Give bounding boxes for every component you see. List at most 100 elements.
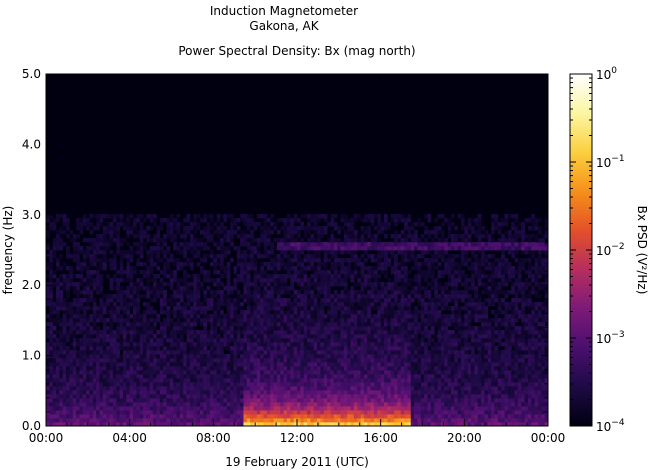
spectrogram-cell	[384, 226, 388, 231]
spectrogram-cell	[303, 314, 308, 319]
spectrogram-cell	[169, 326, 174, 331]
spectrogram-cell	[129, 302, 134, 307]
spectrogram-cell	[400, 338, 405, 343]
spectrogram-cell	[250, 262, 254, 267]
spectrogram-cell	[253, 366, 258, 371]
spectrogram-cell	[327, 350, 331, 355]
spectrogram-cell	[283, 366, 288, 371]
spectrogram-cell	[320, 358, 325, 363]
spectrogram-cell	[253, 250, 258, 255]
spectrogram-cell	[323, 242, 328, 247]
spectrogram-cell	[286, 234, 291, 239]
spectrogram-cell	[253, 402, 258, 407]
spectrogram-cell	[69, 274, 74, 279]
spectrogram-cell	[307, 322, 311, 327]
spectrogram-cell	[46, 286, 50, 291]
spectrogram-cell	[122, 414, 127, 419]
spectrogram-cell	[112, 302, 117, 307]
spectrogram-cell	[280, 362, 285, 367]
spectrogram-cell	[307, 418, 311, 423]
spectrogram-cell	[76, 326, 80, 331]
spectrogram-cell	[116, 310, 121, 315]
spectrogram-cell	[183, 342, 187, 347]
spectrogram-cell	[216, 370, 221, 375]
spectrogram-cell	[116, 246, 121, 251]
spectrogram-cell	[300, 410, 305, 415]
spectrogram-cell	[72, 394, 77, 399]
spectrogram-cell	[347, 362, 351, 367]
spectrogram-cell	[136, 406, 141, 411]
spectrogram-cell	[337, 258, 341, 263]
spectrogram-cell	[129, 350, 134, 355]
spectrogram-cell	[246, 278, 251, 283]
spectrogram-cell	[166, 394, 171, 399]
spectrogram-cell	[169, 414, 174, 419]
spectrogram-cell	[276, 238, 281, 243]
spectrogram-cell	[250, 366, 254, 371]
spectrogram-cell	[209, 218, 214, 223]
spectrogram-cell	[156, 402, 161, 407]
spectrogram-cell	[139, 410, 144, 415]
spectrogram-cell	[129, 274, 134, 279]
spectrogram-cell	[72, 286, 77, 291]
spectrogram-cell	[330, 382, 335, 387]
spectrogram-cell	[163, 398, 167, 403]
spectrogram-cell	[297, 398, 301, 403]
spectrogram-cell	[384, 290, 388, 295]
spectrogram-cell	[323, 330, 328, 335]
spectrogram-cell	[186, 258, 191, 263]
spectrogram-cell	[256, 358, 261, 363]
spectrogram-cell	[69, 386, 74, 391]
spectrogram-cell	[380, 290, 385, 295]
spectrogram-cell	[240, 318, 244, 323]
spectrogram-cell	[59, 238, 64, 243]
spectrogram-cell	[216, 262, 221, 267]
spectrogram-cell	[66, 390, 70, 395]
spectrogram-cell	[99, 370, 104, 375]
spectrogram-cell	[223, 298, 228, 303]
spectrogram-cell	[86, 346, 90, 351]
spectrogram-cell	[139, 370, 144, 375]
spectrogram-cell	[280, 378, 285, 383]
spectrogram-cell	[250, 294, 254, 299]
spectrogram-cell	[126, 302, 131, 307]
spectrogram-cell	[213, 334, 218, 339]
spectrogram-cell	[176, 286, 181, 291]
spectrogram-cell	[290, 326, 295, 331]
spectrogram-cell	[166, 418, 171, 423]
spectrogram-cell	[186, 422, 191, 426]
spectrogram-cell	[76, 358, 80, 363]
spectrogram-cell	[223, 218, 228, 223]
spectrogram-cell	[253, 274, 258, 279]
spectrogram-cell	[136, 350, 141, 355]
spectrogram-cell	[327, 334, 331, 339]
spectrogram-cell	[59, 322, 64, 327]
spectrogram-cell	[317, 302, 321, 307]
spectrogram-cell	[66, 250, 70, 255]
spectrogram-cell	[323, 318, 328, 323]
spectrogram-cell	[153, 234, 157, 239]
spectrogram-cell	[119, 214, 124, 219]
spectrogram-cell	[300, 334, 305, 339]
spectrogram-cell	[400, 354, 405, 359]
spectrogram-cell	[96, 334, 100, 339]
spectrogram-cell	[62, 350, 67, 355]
spectrogram-cell	[193, 390, 197, 395]
spectrogram-cell	[260, 326, 264, 331]
spectrogram-cell	[209, 314, 214, 319]
spectrogram-cell	[397, 390, 402, 395]
spectrogram-cell	[286, 406, 291, 411]
spectrogram-cell	[390, 330, 395, 335]
spectrogram-cell	[240, 386, 244, 391]
spectrogram-cell	[69, 398, 74, 403]
spectrogram-cell	[333, 302, 338, 307]
spectrogram-cell	[280, 218, 285, 223]
spectrogram-cell	[303, 290, 308, 295]
spectrogram-cell	[143, 406, 147, 411]
spectrogram-cell	[300, 378, 305, 383]
spectrogram-cell	[283, 234, 288, 239]
spectrogram-cell	[116, 322, 121, 327]
spectrogram-cell	[293, 366, 298, 371]
spectrogram-cell	[263, 330, 268, 335]
spectrogram-cell	[52, 270, 57, 275]
